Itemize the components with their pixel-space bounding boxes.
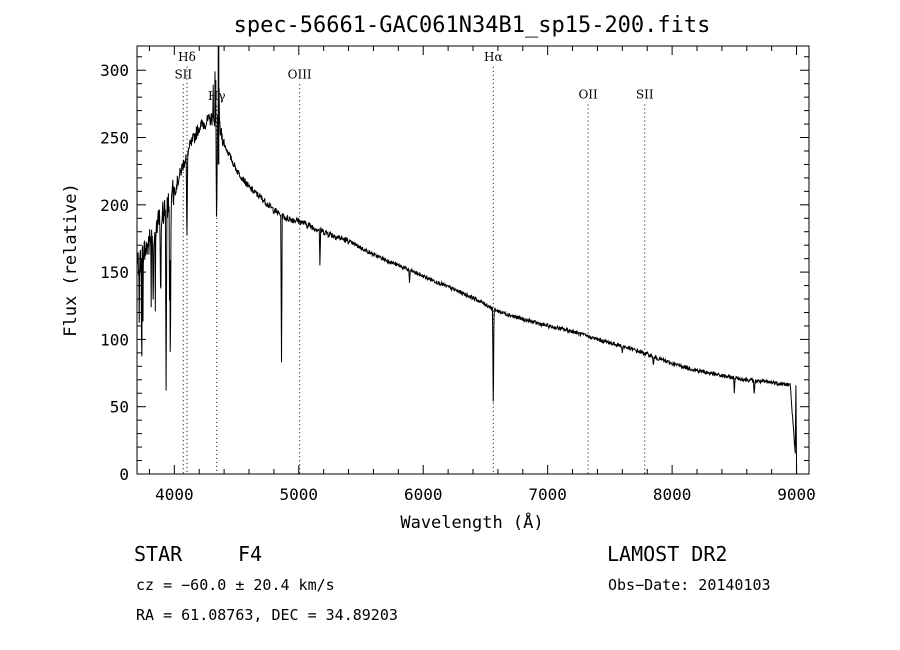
y-tick-label: 200 bbox=[100, 196, 129, 215]
line-marker-label: Hδ bbox=[178, 50, 196, 64]
line-marker-label: SII bbox=[174, 67, 192, 81]
y-tick-label: 100 bbox=[100, 330, 129, 349]
spectrum-series bbox=[136, 71, 798, 475]
data-release: LAMOST DR2 bbox=[607, 542, 728, 566]
x-tick-label: 5000 bbox=[280, 485, 319, 504]
line-markers: Hδ SII Hγ OIII Hα OII SII bbox=[174, 50, 654, 474]
y-tick-label: 150 bbox=[100, 263, 129, 282]
x-tick-label: 8000 bbox=[653, 485, 692, 504]
y-tick-label: 300 bbox=[100, 61, 129, 80]
redshift-cz: cz = −60.0 ± 20.4 km/s bbox=[136, 576, 335, 594]
x-tick-label: 7000 bbox=[528, 485, 567, 504]
line-marker-label: OII bbox=[578, 87, 598, 101]
line-marker-label: OIII bbox=[288, 67, 312, 81]
chart-title: spec-56661-GAC061N34B1_sp15-200.fits bbox=[234, 13, 711, 38]
observation-date: Obs−Date: 20140103 bbox=[608, 576, 771, 594]
object-subclass: F4 bbox=[238, 542, 263, 566]
x-tick-label: 6000 bbox=[404, 485, 443, 504]
line-marker-label: Hγ bbox=[208, 89, 226, 103]
x-tick-label: 9000 bbox=[777, 485, 816, 504]
line-marker-label: Hα bbox=[484, 50, 503, 64]
y-axis-label: Flux (relative) bbox=[61, 183, 81, 337]
line-marker-label: SII bbox=[636, 87, 654, 101]
x-tick-label: 4000 bbox=[155, 485, 194, 504]
x-axis-label: Wavelength (Å) bbox=[400, 511, 543, 533]
y-tick-label: 50 bbox=[110, 398, 129, 417]
y-tick-label: 250 bbox=[100, 129, 129, 148]
axis-ticks: 4000 5000 6000 7000 8000 9000 0 50 100 150 200 250 3… bbox=[100, 46, 816, 504]
y-tick-label: 0 bbox=[119, 465, 129, 484]
ra-dec-coordinates: RA = 61.08763, DEC = 34.89203 bbox=[136, 606, 398, 624]
object-class: STAR bbox=[134, 542, 183, 566]
